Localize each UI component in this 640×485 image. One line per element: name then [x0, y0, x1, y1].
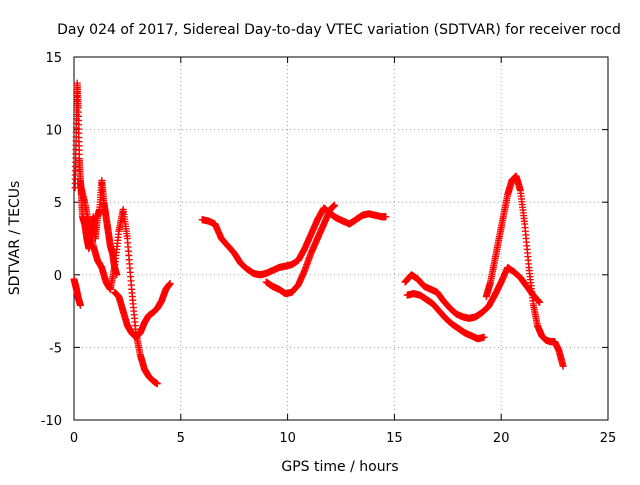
x-axis-label: GPS time / hours: [281, 459, 398, 475]
series-arc-h: [403, 290, 488, 343]
data-point: [153, 380, 161, 388]
data-point: [76, 301, 84, 309]
series-arc-a: [70, 275, 84, 309]
data-point: [166, 280, 174, 288]
y-tick-label: 15: [45, 51, 62, 66]
series-arc-i: [482, 172, 567, 370]
series-arc-c: [76, 181, 161, 388]
data-marks: [70, 79, 567, 388]
series-arc-d: [111, 280, 174, 341]
y-tick-label: 0: [54, 269, 62, 284]
data-point: [536, 298, 544, 306]
x-tick-label: 10: [279, 431, 296, 446]
series-arc-f: [262, 201, 339, 298]
y-axis-label: SDTVAR / TECUs: [7, 181, 23, 296]
tick-labels: 0 5 10 15 20 25 -10 -5 0 5 10 15: [41, 51, 617, 446]
chart-title: Day 024 of 2017, Sidereal Day-to-day VTE…: [57, 22, 621, 38]
x-tick-label: 0: [70, 431, 78, 446]
data-point: [382, 213, 390, 221]
axis-ticks: [73, 56, 609, 421]
data-point: [559, 362, 567, 370]
plot-frame: [73, 56, 609, 421]
data-point: [331, 201, 339, 209]
y-tick-label: 10: [45, 124, 62, 139]
x-tick-label: 15: [386, 431, 403, 446]
y-tick-label: 5: [54, 196, 62, 211]
x-tick-label: 20: [493, 431, 510, 446]
y-tick-label: -10: [41, 414, 62, 429]
series-arc-e: [198, 204, 390, 279]
x-tick-label: 5: [177, 431, 185, 446]
series-arc-g: [401, 264, 544, 322]
data-point: [480, 333, 488, 341]
y-tick-label: -5: [49, 341, 62, 356]
x-tick-label: 25: [600, 431, 617, 446]
